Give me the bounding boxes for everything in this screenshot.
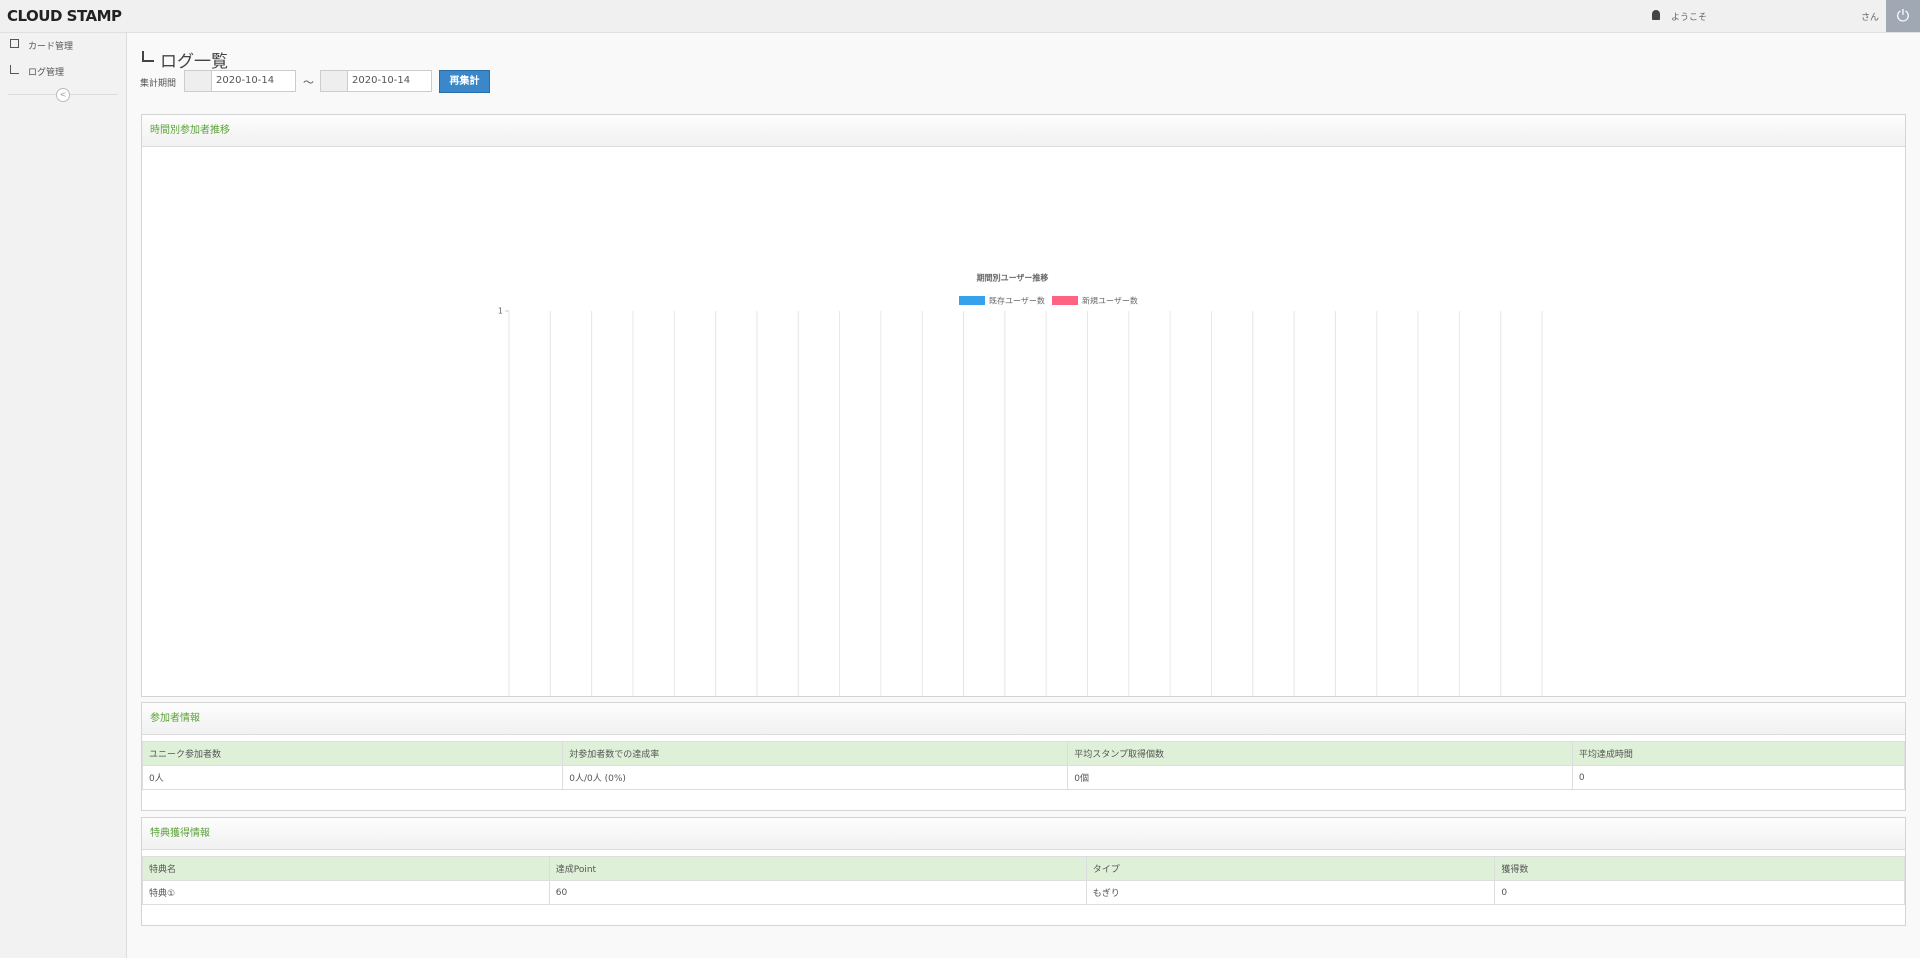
panel-title: 参加者情報 bbox=[142, 703, 1905, 735]
cell: 特典① bbox=[142, 880, 550, 905]
collapse-button[interactable]: < bbox=[56, 88, 70, 102]
chart-panel: 時間別参加者推移 期間別ユーザー推移既存ユーザー数新規ユーザー数0100:000… bbox=[141, 114, 1906, 697]
date-from: 2020-10-14 bbox=[216, 75, 275, 86]
card-icon bbox=[10, 39, 19, 48]
header-cell: 特典名 bbox=[142, 856, 550, 881]
header-cell: 平均達成時間 bbox=[1571, 741, 1906, 766]
legend-swatch bbox=[959, 296, 985, 305]
period-label: 集計期間 bbox=[140, 79, 177, 89]
cell: 0 bbox=[1494, 880, 1905, 905]
cell: 0個 bbox=[1067, 765, 1573, 790]
recalc-button[interactable]: 再集計 bbox=[439, 70, 490, 93]
header-cell: 達成Point bbox=[548, 856, 1087, 881]
cell: 60 bbox=[548, 880, 1087, 905]
page-title: ログ一覧 bbox=[160, 52, 228, 72]
separator: 〜 bbox=[303, 76, 314, 89]
legend-label: 新規ユーザー数 bbox=[1082, 296, 1138, 306]
cell: 0 bbox=[1571, 765, 1906, 790]
title-icon bbox=[142, 51, 154, 62]
chart-title: 期間別ユーザー推移 bbox=[977, 273, 1049, 283]
legend-label: 既存ユーザー数 bbox=[989, 296, 1045, 306]
cell: 0人 bbox=[141, 765, 564, 790]
date-input[interactable]: 2020-10-14 bbox=[184, 70, 296, 92]
header-cell: タイプ bbox=[1085, 856, 1496, 881]
menu-item[interactable]: カード管理 bbox=[28, 42, 74, 52]
logo[interactable]: CLOUD STAMP bbox=[7, 7, 122, 25]
header-cell: 獲得数 bbox=[1494, 856, 1905, 881]
legend-swatch bbox=[1052, 296, 1078, 305]
header-row: 特典名 達成Point タイプ 獲得数 bbox=[142, 856, 1905, 881]
sidebar: カード管理 ログ管理 < bbox=[0, 33, 127, 958]
date-input[interactable]: 2020-10-14 bbox=[320, 70, 432, 92]
menu-item[interactable]: ログ管理 bbox=[28, 68, 65, 78]
welcome: ようこそ bbox=[1671, 13, 1708, 23]
cell: 0人/0人 (0%) bbox=[562, 765, 1069, 790]
logout-button[interactable]: ⏻ bbox=[1886, 0, 1920, 32]
cell: もぎり bbox=[1085, 880, 1496, 905]
user-suffix: さん bbox=[1861, 13, 1880, 23]
user-icon bbox=[1652, 10, 1660, 20]
log-icon bbox=[10, 65, 19, 74]
table: 特典名 達成Point タイプ 獲得数 特典① 60 もぎり 0 bbox=[142, 856, 1905, 905]
header-row: ユニーク参加者数 対参加者数での達成率 平均スタンプ取得個数 平均達成時間 bbox=[141, 741, 1906, 766]
reward-panel: 特典獲得情報 特典名 達成Point タイプ 獲得数 特典① 60 もぎり 0 bbox=[141, 817, 1906, 926]
header-cell: ユニーク参加者数 bbox=[141, 741, 564, 766]
chart: 期間別ユーザー推移既存ユーザー数新規ユーザー数0100:0001:0002:00… bbox=[498, 273, 1543, 696]
date-to: 2020-10-14 bbox=[352, 75, 411, 86]
y-tick-label: 1 bbox=[498, 307, 503, 316]
row: 特典① 60 もぎり 0 bbox=[142, 880, 1905, 905]
row: 0人 0人/0人 (0%) 0個 0 bbox=[141, 765, 1906, 790]
table: ユニーク参加者数 対参加者数での達成率 平均スタンプ取得個数 平均達成時間 0人 0人/0… bbox=[141, 741, 1906, 790]
header-cell: 平均スタンプ取得個数 bbox=[1067, 741, 1573, 766]
panel-title: 特典獲得情報 bbox=[142, 818, 1905, 850]
panel-title: 時間別参加者推移 bbox=[142, 115, 1905, 147]
header-cell: 対参加者数での達成率 bbox=[562, 741, 1069, 766]
participant-panel: 参加者情報 ユニーク参加者数 対参加者数での達成率 平均スタンプ取得個数 平均達成時間… bbox=[141, 702, 1906, 811]
top-bar: CLOUD STAMP ようこそ さん ⏻ bbox=[0, 0, 1920, 33]
